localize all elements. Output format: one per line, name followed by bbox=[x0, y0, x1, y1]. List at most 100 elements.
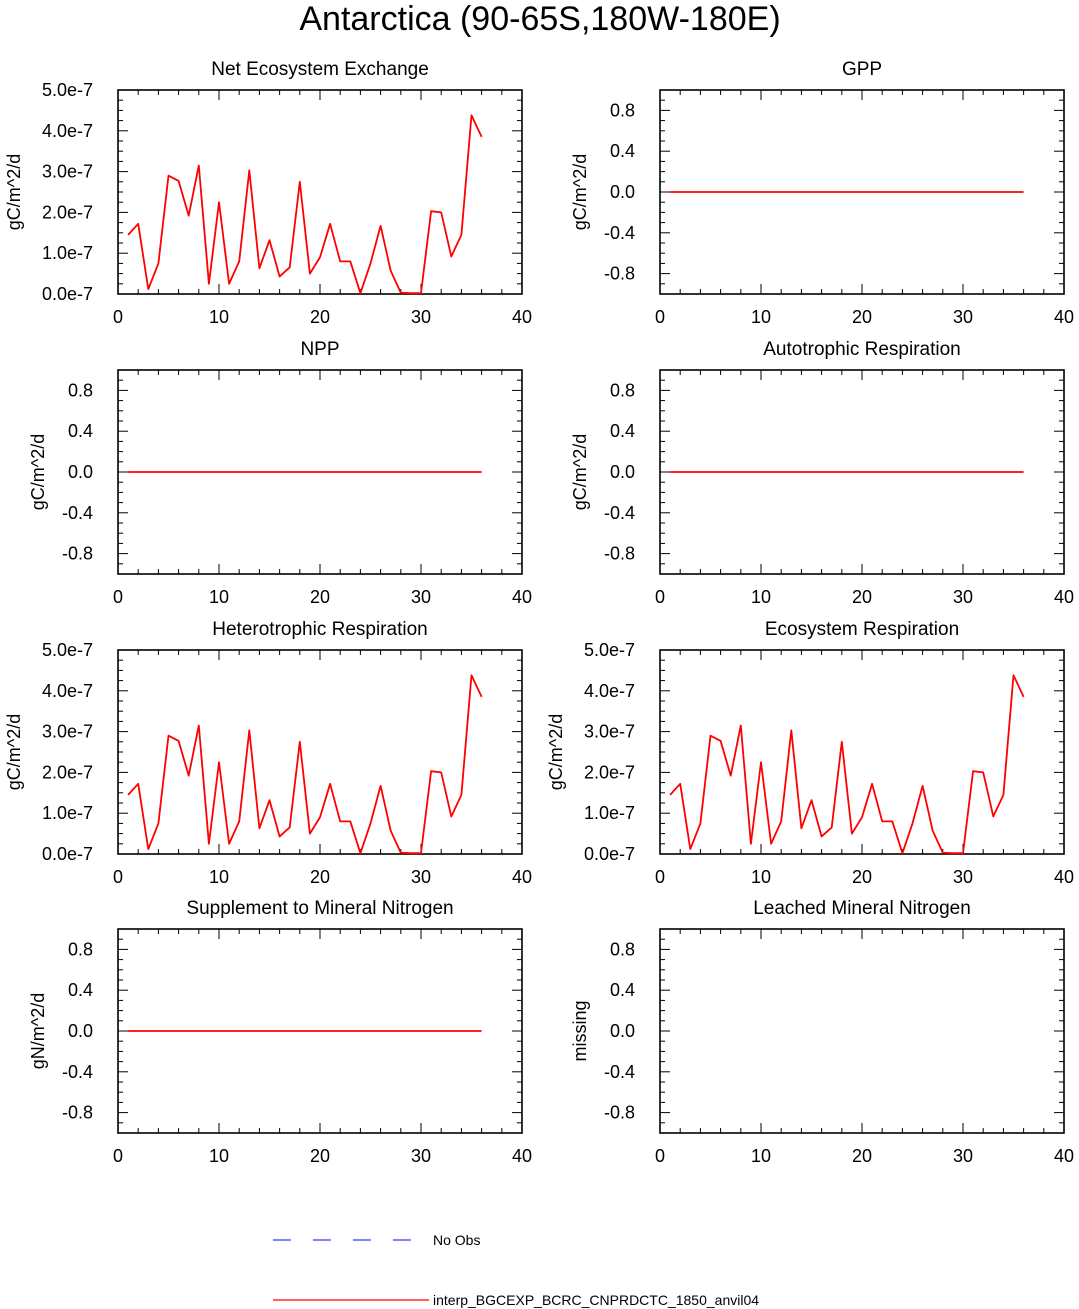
x-tick-label: 40 bbox=[1054, 307, 1074, 327]
y-tick-label: 0.0e-7 bbox=[42, 844, 93, 864]
y-tick-label: 3.0e-7 bbox=[584, 722, 635, 742]
x-tick-label: 40 bbox=[512, 867, 532, 887]
y-tick-label: 4.0e-7 bbox=[584, 681, 635, 701]
y-tick-label: 0.0e-7 bbox=[584, 844, 635, 864]
y-tick-label: 1.0e-7 bbox=[584, 803, 635, 823]
plot-frame bbox=[117, 649, 523, 855]
x-tick-label: 10 bbox=[751, 1146, 771, 1166]
panel-title: GPP bbox=[842, 59, 882, 80]
x-tick-label: 10 bbox=[209, 587, 229, 607]
y-tick-label: 1.0e-7 bbox=[42, 803, 93, 823]
x-tick-label: 40 bbox=[512, 307, 532, 327]
y-tick-label: 0.0 bbox=[610, 1021, 635, 1041]
y-tick-label: 4.0e-7 bbox=[42, 681, 93, 701]
y-tick-label: 0.4 bbox=[610, 141, 635, 161]
y-tick-label: -0.8 bbox=[604, 264, 635, 284]
y-tick-label: 3.0e-7 bbox=[42, 162, 93, 182]
x-tick-label: 30 bbox=[411, 1146, 431, 1166]
y-tick-label: 0.0 bbox=[68, 1021, 93, 1041]
y-axis-label: gC/m^2/d bbox=[570, 154, 590, 230]
x-tick-label: 0 bbox=[113, 1146, 123, 1166]
x-tick-label: 0 bbox=[113, 587, 123, 607]
y-tick-label: -0.4 bbox=[604, 223, 635, 243]
panel-title: NPP bbox=[300, 339, 339, 360]
y-tick-label: 5.0e-7 bbox=[42, 640, 93, 660]
x-tick-label: 20 bbox=[852, 867, 872, 887]
chart-panel: 0 10 20 30 40 -0.8 -0.4 0.0 0.4 0.8 GPP gC/m^2/d bbox=[570, 59, 1074, 327]
y-tick-label: 0.0 bbox=[68, 462, 93, 482]
y-tick-label: 0.4 bbox=[68, 421, 93, 441]
plot-frame bbox=[659, 928, 1065, 1134]
x-tick-label: 0 bbox=[113, 867, 123, 887]
y-tick-label: 0.8 bbox=[610, 100, 635, 120]
x-tick-label: 30 bbox=[411, 867, 431, 887]
x-tick-label: 20 bbox=[310, 307, 330, 327]
y-tick-label: 2.0e-7 bbox=[42, 762, 93, 782]
x-tick-label: 30 bbox=[411, 587, 431, 607]
y-tick-label: 1.0e-7 bbox=[42, 243, 93, 263]
y-tick-label: 4.0e-7 bbox=[42, 121, 93, 141]
y-axis-label: gC/m^2/d bbox=[28, 434, 48, 510]
y-axis-label: gC/m^2/d bbox=[570, 434, 590, 510]
legend: No Obs interp_BGCEXP_BCRC_CNPRDCTC_1850_a… bbox=[273, 1232, 759, 1308]
x-tick-label: 20 bbox=[852, 1146, 872, 1166]
x-tick-label: 40 bbox=[512, 1146, 532, 1166]
x-tick-label: 10 bbox=[751, 867, 771, 887]
x-tick-label: 30 bbox=[953, 307, 973, 327]
x-tick-label: 30 bbox=[953, 1146, 973, 1166]
x-tick-label: 20 bbox=[852, 307, 872, 327]
plot-frame bbox=[659, 649, 1065, 855]
y-tick-label: 0.8 bbox=[610, 939, 635, 959]
legend-label: No Obs bbox=[433, 1232, 480, 1248]
y-tick-label: -0.8 bbox=[604, 1103, 635, 1123]
page-title: Antarctica (90-65S,180W-180E) bbox=[299, 0, 780, 38]
y-tick-label: 0.8 bbox=[68, 939, 93, 959]
x-tick-label: 10 bbox=[209, 307, 229, 327]
panel-title: Autotrophic Respiration bbox=[763, 339, 961, 360]
legend-label: interp_BGCEXP_BCRC_CNPRDCTC_1850_anvil04 bbox=[433, 1292, 759, 1308]
plot-frame bbox=[117, 89, 523, 295]
x-tick-label: 40 bbox=[512, 587, 532, 607]
x-tick-label: 40 bbox=[1054, 1146, 1074, 1166]
chart-panel: 0 10 20 30 40 0.0e-7 1.0e-7 2.0e-7 3.0e-7 4.0e-7 5… bbox=[546, 619, 1074, 887]
x-tick-label: 30 bbox=[953, 867, 973, 887]
x-tick-label: 0 bbox=[655, 867, 665, 887]
x-tick-label: 20 bbox=[852, 587, 872, 607]
x-tick-label: 40 bbox=[1054, 587, 1074, 607]
y-tick-label: -0.4 bbox=[62, 503, 93, 523]
x-tick-label: 20 bbox=[310, 587, 330, 607]
series-line bbox=[669, 674, 1025, 855]
y-axis-label: gN/m^2/d bbox=[28, 993, 48, 1069]
y-tick-label: 0.4 bbox=[68, 980, 93, 1000]
y-tick-label: -0.4 bbox=[604, 503, 635, 523]
series-line bbox=[127, 674, 483, 855]
y-axis-label: missing bbox=[570, 1000, 590, 1061]
chart-panel: 0 10 20 30 40 0.0e-7 1.0e-7 2.0e-7 3.0e-7 4.0e-7 5… bbox=[4, 619, 532, 887]
x-tick-label: 30 bbox=[953, 587, 973, 607]
y-tick-label: 3.0e-7 bbox=[42, 722, 93, 742]
x-tick-label: 0 bbox=[655, 307, 665, 327]
y-tick-label: 0.4 bbox=[610, 980, 635, 1000]
y-tick-label: 0.0 bbox=[610, 462, 635, 482]
y-axis-label: gC/m^2/d bbox=[4, 154, 24, 230]
x-tick-label: 0 bbox=[113, 307, 123, 327]
panel-title: Heterotrophic Respiration bbox=[212, 619, 427, 640]
y-tick-label: 0.0e-7 bbox=[42, 284, 93, 304]
y-tick-label: 0.4 bbox=[610, 421, 635, 441]
panel-title: Ecosystem Respiration bbox=[765, 619, 959, 640]
y-tick-label: -0.8 bbox=[62, 544, 93, 564]
x-tick-label: 40 bbox=[1054, 867, 1074, 887]
panel-title: Leached Mineral Nitrogen bbox=[753, 898, 971, 919]
y-tick-label: 0.0 bbox=[610, 182, 635, 202]
x-tick-label: 0 bbox=[655, 1146, 665, 1166]
y-tick-label: 0.8 bbox=[68, 380, 93, 400]
y-tick-label: -0.8 bbox=[62, 1103, 93, 1123]
y-tick-label: 2.0e-7 bbox=[584, 762, 635, 782]
x-tick-label: 10 bbox=[209, 867, 229, 887]
series-line bbox=[127, 114, 483, 295]
chart-panel: 0 10 20 30 40 -0.8 -0.4 0.0 0.4 0.8 Autotrophic Re… bbox=[570, 339, 1074, 607]
x-tick-label: 30 bbox=[411, 307, 431, 327]
chart-panel: 0 10 20 30 40 0.0e-7 1.0e-7 2.0e-7 3.0e-7 4.0e-7 5… bbox=[4, 59, 532, 327]
panel-title: Supplement to Mineral Nitrogen bbox=[186, 898, 453, 919]
